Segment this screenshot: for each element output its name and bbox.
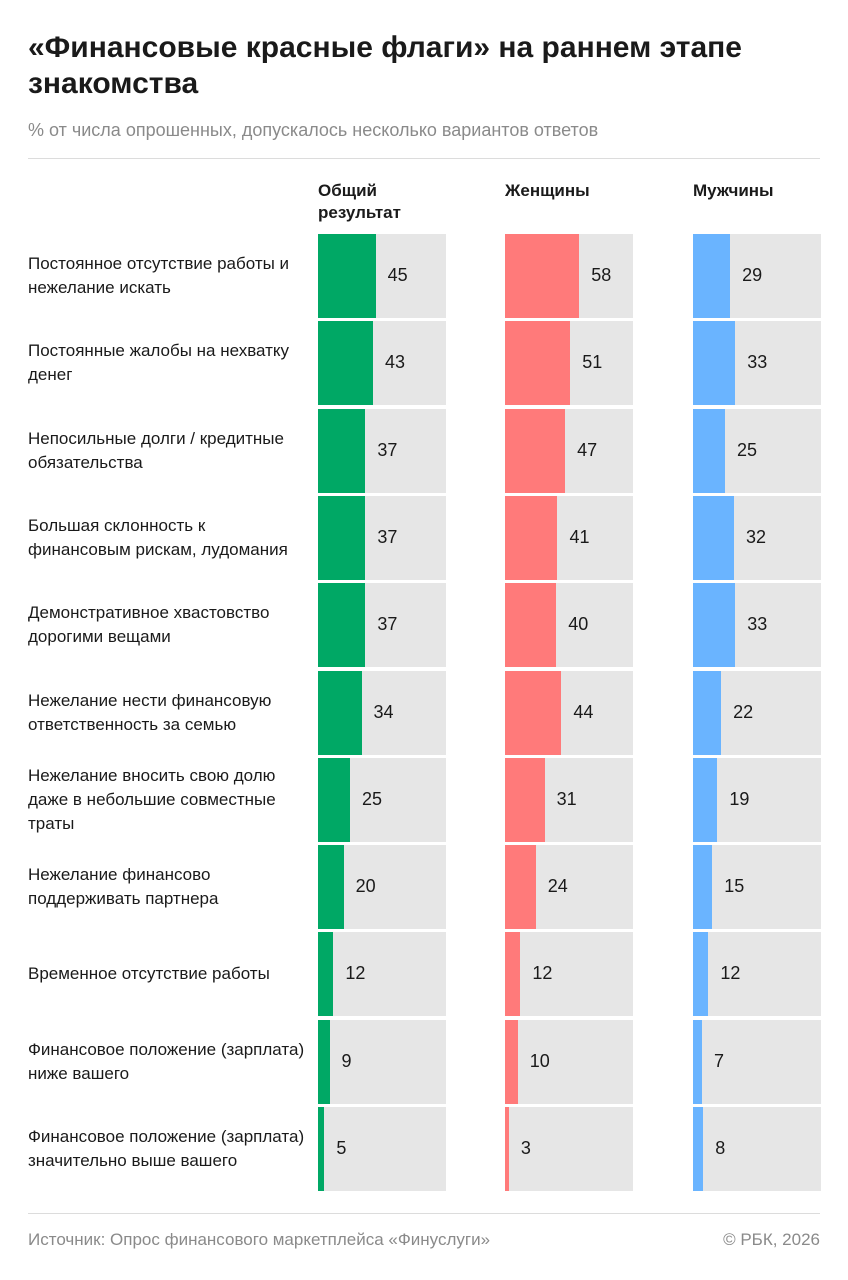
category-label: Нежелание нести финансовую ответственнос…: [28, 690, 272, 734]
category-label: Финансовое положение (зарплата) значител…: [28, 1127, 305, 1170]
value-label: 47: [577, 439, 598, 460]
value-label: 37: [377, 614, 398, 635]
value-label: 33: [747, 614, 768, 635]
value-label: 25: [737, 439, 758, 460]
bar: [505, 1019, 518, 1104]
legend-label: Женщины: [505, 181, 590, 200]
bar: [693, 1107, 704, 1191]
value-label: 29: [742, 265, 763, 285]
category-label: Временное отсутствие работы: [28, 964, 270, 984]
bar: [693, 932, 709, 1017]
divider: [28, 1213, 820, 1214]
bar: [318, 1019, 330, 1104]
value-label: 12: [720, 963, 741, 984]
bar: [318, 757, 350, 842]
bar: [693, 321, 736, 406]
bar: [693, 845, 713, 930]
value-label: 3: [520, 1138, 531, 1158]
legend-label: Мужчины: [693, 181, 774, 200]
bar: [693, 670, 722, 755]
value-label: 7: [713, 1050, 724, 1071]
bar-track: [693, 1107, 821, 1191]
value-label: 32: [745, 526, 766, 547]
value-label: 22: [733, 701, 754, 722]
value-label: 19: [729, 788, 750, 809]
category-label: Большая склонность к финансовым рискам, …: [28, 515, 288, 559]
bar: [505, 757, 545, 842]
bar: [318, 583, 366, 668]
bar-track: [693, 932, 821, 1017]
category-label: Нежелание финансово поддерживать партнер…: [28, 865, 219, 909]
value-label: 45: [387, 265, 408, 285]
category-label: Непосильные долги / кредитные обязательс…: [28, 428, 284, 472]
bar: [693, 757, 718, 842]
bar: [318, 845, 344, 930]
bar-track: [505, 932, 633, 1017]
chart-title: «Финансовые красные флаги» на раннем эта…: [28, 31, 742, 100]
value-label: 34: [373, 701, 394, 722]
bar-track: [693, 845, 821, 930]
credit: © РБК, 2026: [723, 1230, 820, 1249]
value-label: 15: [724, 876, 745, 897]
bar: [505, 321, 571, 406]
bar: [693, 234, 731, 318]
bar: [505, 1107, 509, 1191]
bar: [505, 408, 566, 493]
category-label: Финансовое положение (зарплата) ниже ваш…: [28, 1039, 305, 1083]
value-label: 20: [355, 876, 376, 897]
bar-track: [318, 932, 446, 1017]
value-label: 12: [532, 963, 553, 984]
bar-track: [505, 1107, 633, 1191]
bar: [318, 1107, 325, 1191]
bar-track: [318, 1107, 446, 1191]
bar: [693, 495, 734, 580]
value-label: 12: [345, 963, 366, 984]
value-label: 5: [336, 1138, 347, 1158]
bar: [693, 1019, 702, 1104]
bar: [505, 845, 536, 930]
bar: [318, 321, 374, 406]
bar: [505, 583, 557, 668]
bar-track: [318, 1019, 446, 1104]
category-label: Постоянное отсутствие работы и нежелание…: [28, 254, 290, 297]
value-label: 33: [747, 352, 768, 373]
category-label: Демонстративное хвастовство дорогими вещ…: [28, 603, 270, 647]
bar-track: [505, 1019, 633, 1104]
source: Источник: Опрос финансового маркетплейса…: [28, 1230, 491, 1249]
bar: [505, 234, 580, 318]
bar: [318, 408, 366, 493]
category-label: Постоянные жалобы на нехватку денег: [28, 341, 290, 385]
divider: [28, 158, 820, 159]
value-label: 37: [377, 526, 398, 547]
value-label: 10: [529, 1050, 550, 1071]
value-label: 31: [556, 788, 577, 809]
value-label: 58: [591, 265, 612, 285]
bar: [318, 670, 362, 755]
bar: [693, 583, 736, 668]
bar: [505, 932, 521, 1017]
bar: [505, 495, 558, 580]
value-label: 9: [341, 1050, 352, 1071]
legend-label: Общий результат: [318, 181, 401, 222]
value-label: 24: [547, 876, 568, 897]
value-label: 51: [582, 352, 603, 373]
bar: [318, 234, 376, 318]
chart-subtitle: % от числа опрошенных, допускалось неско…: [28, 120, 599, 140]
value-label: 43: [385, 352, 406, 373]
value-label: 44: [573, 701, 594, 722]
value-label: 37: [377, 439, 398, 460]
bar-track: [693, 1019, 821, 1104]
category-label: Нежелание вносить свою долю даже в небол…: [28, 765, 276, 833]
value-label: 40: [568, 614, 589, 635]
bar: [318, 932, 334, 1017]
value-label: 8: [715, 1138, 726, 1158]
value-label: 41: [569, 526, 590, 547]
value-label: 25: [362, 788, 383, 809]
bar: [505, 670, 562, 755]
bar: [318, 495, 366, 580]
bar: [693, 408, 725, 493]
